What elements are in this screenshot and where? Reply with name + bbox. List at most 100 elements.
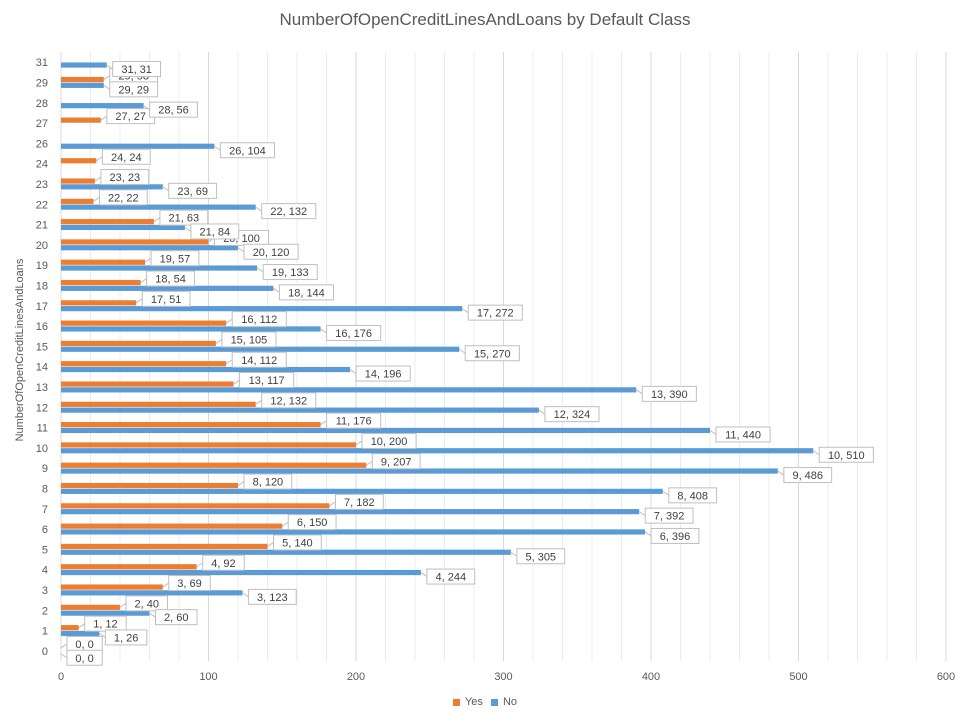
data-label-text: 19, 133 <box>272 267 309 279</box>
data-label-text: 2, 60 <box>164 612 188 624</box>
data-label: 1, 12 <box>78 615 127 632</box>
data-label-leader <box>458 348 466 354</box>
data-label-box <box>287 514 337 531</box>
data-label-text: 24, 24 <box>111 152 142 164</box>
bar-yes <box>61 320 227 326</box>
data-label-box <box>221 331 277 348</box>
data-label-text: 15, 105 <box>231 334 268 346</box>
data-label-text: 13, 117 <box>249 375 285 387</box>
data-label-text: 5, 305 <box>525 551 556 563</box>
y-tick-label: 24 <box>36 159 48 171</box>
data-label-leader <box>461 308 469 314</box>
y-tick-label: 23 <box>36 179 48 191</box>
data-label-box <box>141 290 191 307</box>
data-label: 6, 396 <box>644 527 700 544</box>
data-label-text: 14, 112 <box>241 355 277 367</box>
data-label-box <box>334 493 384 510</box>
data-label: 23, 23 <box>94 169 150 186</box>
data-label-text: 16, 112 <box>241 314 277 326</box>
data-label-text: 16, 176 <box>335 328 372 340</box>
bar-no <box>61 630 100 637</box>
data-label-leader <box>635 389 643 395</box>
bar-no <box>61 326 321 332</box>
data-label-text: 7, 392 <box>654 511 685 523</box>
data-label: 28, 56 <box>143 101 198 118</box>
bar-yes <box>61 117 101 123</box>
data-label-text: 6, 150 <box>297 517 328 529</box>
data-label-text: 20, 120 <box>253 247 290 259</box>
data-label-leader <box>320 420 327 426</box>
bar-yes <box>61 76 104 83</box>
bar-no <box>61 82 104 88</box>
data-label-text: 0, 0 <box>75 653 93 665</box>
data-label: 14, 196 <box>349 365 411 382</box>
data-label: 6, 150 <box>281 514 337 531</box>
data-label-box <box>219 142 275 159</box>
y-tick-label: 0 <box>42 646 48 658</box>
data-label: 27, 27 <box>100 108 156 125</box>
bar-yes <box>61 300 137 306</box>
y-tick-label: 4 <box>42 565 48 577</box>
y-tick-label: 18 <box>36 280 48 292</box>
data-label-box <box>149 101 198 118</box>
bar-no <box>61 590 243 596</box>
data-label-leader <box>100 115 108 121</box>
data-label: 19, 133 <box>256 264 318 281</box>
y-tick-label: 27 <box>36 118 48 130</box>
data-label-box <box>715 426 771 443</box>
y-tick-label: 15 <box>36 341 48 353</box>
bar-no <box>61 448 814 454</box>
bar-no <box>61 143 215 149</box>
data-label: 4, 92 <box>196 554 245 571</box>
bar-no <box>61 387 637 393</box>
y-tick-label: 13 <box>36 382 48 394</box>
data-label-text: 1, 26 <box>114 632 138 644</box>
data-label: 5, 140 <box>267 534 322 551</box>
data-label-box <box>371 453 421 470</box>
y-tick-label: 6 <box>42 524 48 536</box>
data-label-text: 10, 200 <box>371 436 408 448</box>
bar-no <box>61 569 421 576</box>
data-label-leader <box>225 318 233 324</box>
data-label: 3, 69 <box>162 575 211 592</box>
bar-no <box>61 103 144 109</box>
legend-label: No <box>502 696 517 709</box>
data-label-leader <box>215 339 223 344</box>
data-label-leader <box>103 84 111 90</box>
bar-no <box>61 346 460 352</box>
data-label-text: 12, 132 <box>270 395 307 407</box>
data-label-leader <box>60 643 68 649</box>
data-label-leader <box>153 217 161 223</box>
bar-no <box>61 549 511 555</box>
data-label-box <box>641 385 697 402</box>
data-label-leader <box>93 196 100 202</box>
bar-no <box>61 245 238 251</box>
data-label-box <box>150 250 200 267</box>
data-label-leader <box>256 267 264 273</box>
data-label-leader <box>60 653 68 659</box>
data-label-text: 11, 176 <box>336 416 372 428</box>
data-label-leader <box>709 430 717 435</box>
data-label-leader <box>96 156 103 162</box>
data-label-text: 2, 40 <box>135 598 159 610</box>
legend: Yes No <box>0 696 970 708</box>
data-label-box <box>326 324 382 341</box>
bar-yes <box>61 543 268 550</box>
data-label-leader <box>255 206 262 212</box>
bar-yes <box>61 340 216 347</box>
data-label: 0, 0 <box>60 635 103 652</box>
y-tick-label: 16 <box>36 321 48 333</box>
bar-no <box>61 285 274 291</box>
data-label-leader <box>162 186 170 192</box>
data-label-leader <box>119 602 127 608</box>
data-label-text: 21, 63 <box>169 213 200 225</box>
x-tick-label: 200 <box>347 671 365 683</box>
data-label-leader <box>106 64 114 70</box>
bar-yes <box>61 523 283 529</box>
bar-no <box>61 427 710 434</box>
data-label-leader <box>538 409 546 415</box>
data-label: 21, 84 <box>184 223 240 240</box>
data-label-box <box>104 629 148 646</box>
bar-no <box>61 224 185 231</box>
data-label-leader <box>149 612 156 618</box>
